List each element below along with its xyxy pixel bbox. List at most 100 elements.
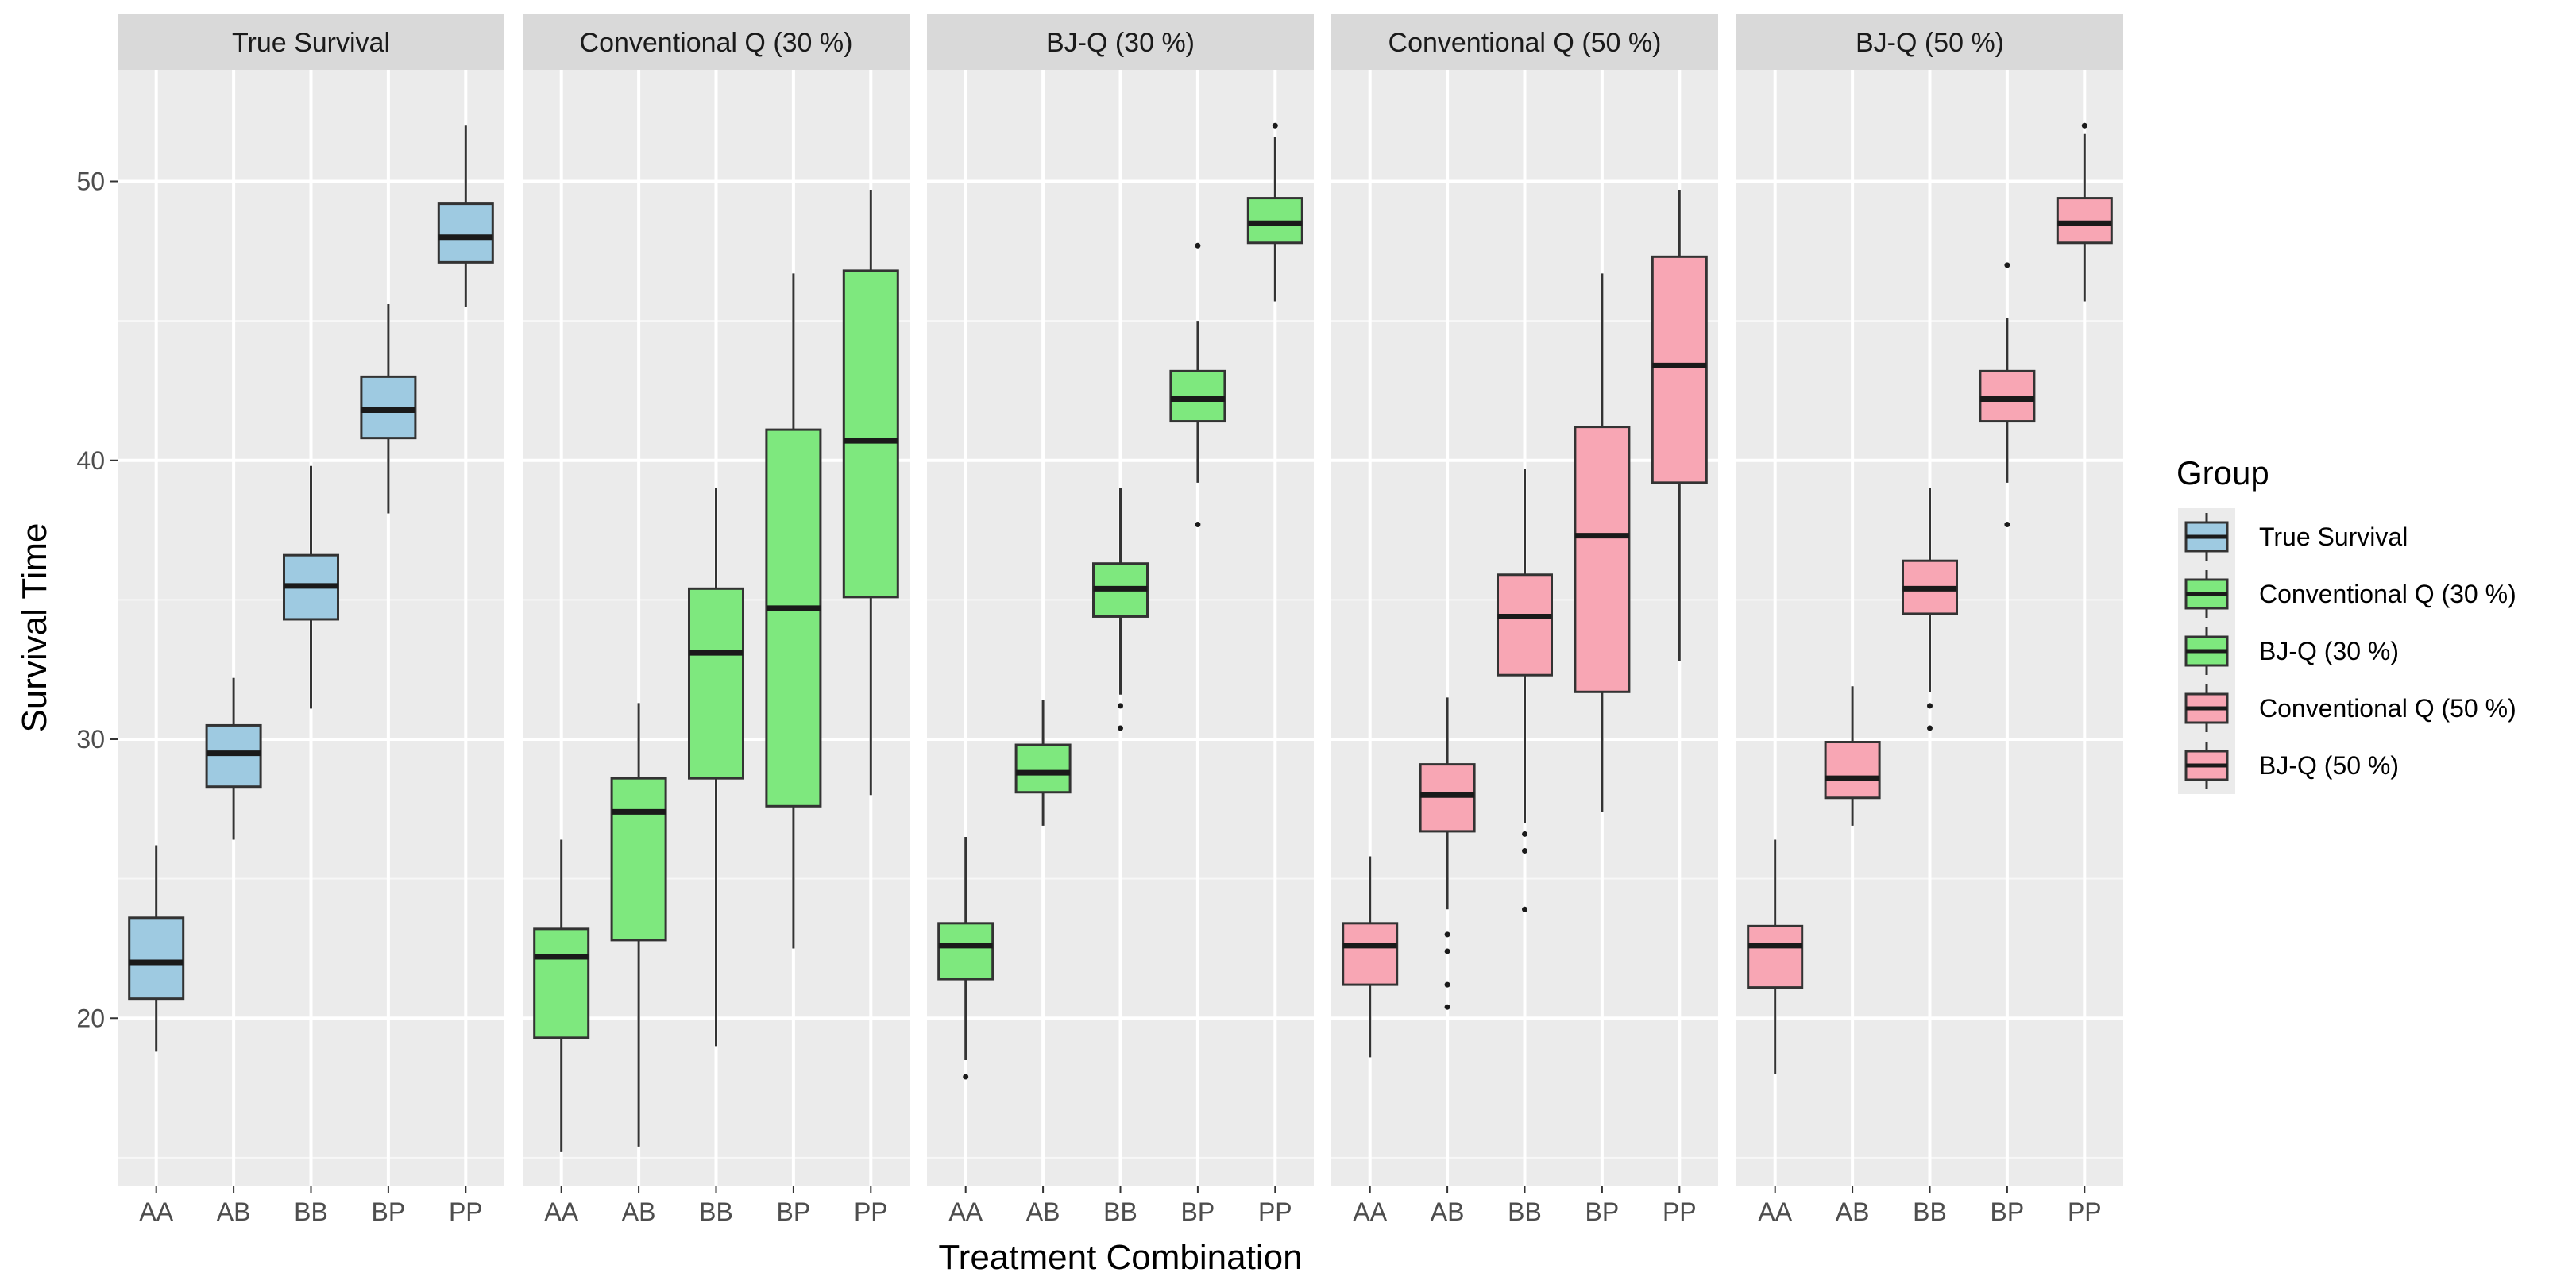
box-ab [1014,700,1072,826]
box-iqr [610,777,667,942]
legend-item: True Survival [2178,508,2408,565]
facet-strip [1736,14,2123,70]
y-axis-title: Survival Time [15,523,54,732]
outlier-point [1118,725,1123,731]
box-iqr [1747,924,1804,989]
legend-item: BJ-Q (30 %) [2178,623,2399,680]
outlier-point [1927,703,1933,709]
x-tick-label: BB [1508,1197,1542,1226]
facet-strip [1331,14,1718,70]
box-iqr [205,723,262,789]
x-tick-label: AA [139,1197,173,1226]
facet-panel: Conventional Q (50 %) AA AB BB BP PP [1331,14,1718,1226]
box-bb [1902,488,1958,731]
box-pp [1651,190,1708,661]
box-aa [128,845,185,1052]
box-iqr [1979,369,2036,423]
y-tick-label: 50 [76,168,105,196]
box-bp [1169,242,1226,528]
facet-strip-label: True Survival [232,28,390,58]
outlier-point [1522,831,1527,837]
outlier-point [2004,262,2010,268]
x-axis-title: Treatment Combination [938,1238,1302,1277]
facet-strip-label: Conventional Q (50 %) [1388,28,1662,58]
facet-panel: BJ-Q (30 %) AA AB BB BP PP [927,14,1314,1226]
box-iqr [2056,197,2113,245]
x-tick-label: AB [1431,1197,1465,1226]
box-iqr [1651,255,1708,484]
box-bp [1979,262,2036,528]
box-pp [2056,122,2113,302]
box-iqr [128,916,185,1001]
x-tick-label: PP [1663,1197,1697,1226]
box-bp [1574,273,1631,812]
outlier-point [1118,703,1123,709]
x-tick-label: AA [544,1197,578,1226]
outlier-point [2081,122,2087,129]
box-iqr [1824,741,1881,800]
outlier-point [1444,1004,1450,1010]
legend-label: Conventional Q (30 %) [2259,580,2516,608]
box-iqr [1342,922,1399,986]
box-iqr [533,927,590,1039]
box-iqr [688,587,744,780]
outlier-point [1522,906,1527,912]
box-iqr [1246,197,1303,245]
legend-item: BJ-Q (50 %) [2178,737,2399,794]
x-tick-label: BB [699,1197,733,1226]
box-ab [205,677,262,840]
box-ab [1824,686,1881,826]
outlier-point [963,1074,969,1080]
box-bp [360,304,417,514]
outlier-point [1927,725,1933,731]
x-tick-label: BB [1913,1197,1947,1226]
box-bp [765,273,822,949]
x-tick-label: AB [1836,1197,1870,1226]
facet-strip [118,14,504,70]
box-iqr [1419,763,1476,833]
box-ab [1419,697,1476,1010]
facet-panel: Conventional Q (30 %) AA AB BB BP PP [523,14,910,1226]
facet-panel: True Survival AA AB BB BP PP [118,14,504,1226]
box-iqr [937,922,994,981]
x-tick-label: BP [372,1197,406,1226]
x-tick-label: BP [1585,1197,1620,1226]
x-tick-label: AA [1758,1197,1792,1226]
box-aa [937,836,994,1080]
outlier-point [1444,948,1450,954]
outlier-point [1522,848,1527,854]
box-iqr [1497,573,1553,677]
legend: Group True Survival Conventional Q (30 %)… [2176,454,2516,794]
box-pp [842,190,899,796]
x-tick-label: BP [1991,1197,2025,1226]
x-tick-label: AA [1353,1197,1387,1226]
x-tick-label: AB [622,1197,656,1226]
box-iqr [765,428,822,808]
box-bb [1092,488,1149,731]
box-bb [688,488,744,1047]
x-tick-label: PP [854,1197,888,1226]
x-tick-label: PP [1258,1197,1292,1226]
box-pp [437,125,494,307]
y-tick-label: 40 [76,446,105,475]
box-bb [1497,469,1553,912]
box-iqr [842,269,899,599]
legend-title: Group [2176,454,2269,492]
legend-label: BJ-Q (50 %) [2259,751,2399,780]
facet-strip [927,14,1314,70]
x-tick-label: AB [1026,1197,1060,1226]
facet-strip [523,14,910,70]
facet-panel: BJ-Q (50 %) AA AB BB BP PP [1736,14,2123,1226]
box-ab [610,703,667,1147]
box-iqr [1574,426,1631,693]
x-tick-label: BB [294,1197,328,1226]
legend-item: Conventional Q (50 %) [2178,680,2516,737]
legend-item: Conventional Q (30 %) [2178,565,2516,623]
facet-strip-label: BJ-Q (50 %) [1856,28,2004,58]
outlier-point [2004,522,2010,528]
legend-label: BJ-Q (30 %) [2259,637,2399,665]
x-tick-label: PP [449,1197,483,1226]
box-aa [1747,839,1804,1074]
